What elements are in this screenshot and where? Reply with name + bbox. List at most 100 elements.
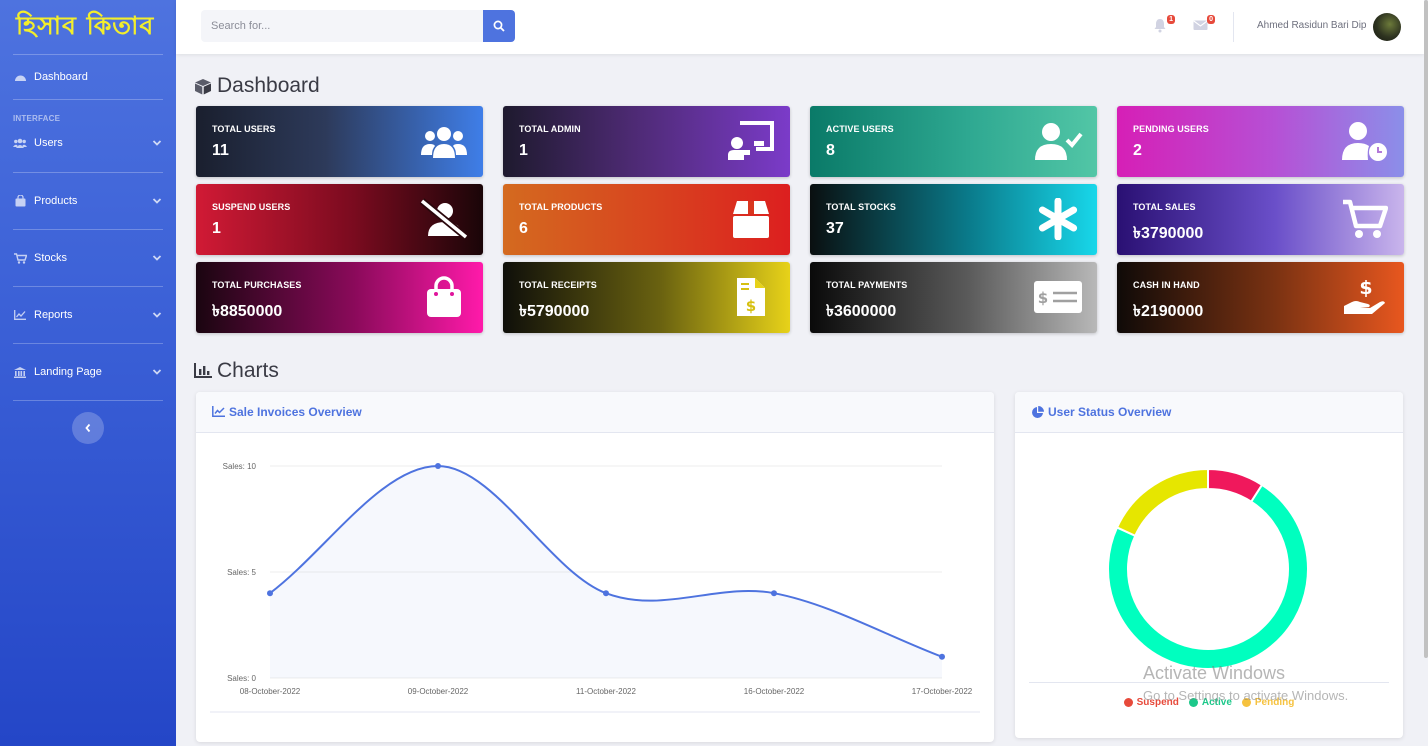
card-value: 11 [212,142,229,159]
legend-item-pending[interactable]: Pending [1241,697,1295,708]
data-point [603,590,609,597]
sidebar-toggle-button[interactable] [72,412,104,444]
alerts-button[interactable]: 1 [1153,15,1175,34]
svg-text:$: $ [1359,277,1372,299]
chart-bar-icon [194,363,212,379]
card-label: CASH IN HAND [1133,280,1200,290]
money-check-icon: $ [1033,276,1083,318]
card-value: ৳2190000 [1133,303,1204,320]
sidebar-divider [13,99,163,100]
scrollbar-track[interactable] [1424,0,1428,746]
data-point [435,463,441,469]
panel-header: User Status Overview [1015,392,1403,433]
x-tick-label: 16-October-2022 [744,687,805,696]
card-label: TOTAL SALES [1133,202,1196,212]
charts-heading-text: Charts [217,359,279,382]
card-label: TOTAL USERS [212,124,276,134]
legend-item-suspend[interactable]: Suspend [1123,697,1179,708]
sidebar-item-label: Landing Page [34,366,102,378]
card-total-admin[interactable]: TOTAL ADMIN 1 [503,106,790,177]
donut-slice-pending [1115,467,1209,538]
sales-line-chart: Sales: 0 Sales: 5 Sales: 10 08-October-2022… [210,462,980,713]
chevron-down-icon [152,369,162,375]
card-total-purchases[interactable]: TOTAL PURCHASES ৳8850000 [196,262,483,333]
legend-dot [1241,698,1251,707]
legend-item-active[interactable]: Active [1188,697,1232,708]
sidebar-item-landing-page[interactable]: Landing Page [0,344,176,400]
chevron-down-icon [152,140,162,146]
search-input[interactable] [201,10,483,42]
search-button[interactable] [483,10,515,42]
donut-slice-active [1107,483,1309,670]
card-label: TOTAL STOCKS [826,202,897,212]
messages-button[interactable]: 0 [1193,15,1215,34]
sidebar-divider [13,400,163,401]
card-active-users[interactable]: ACTIVE USERS 8 [810,106,1097,177]
envelope-icon [1193,20,1208,30]
cart-icon [13,252,27,264]
tachometer-icon [13,71,27,83]
panel-header: Sale Invoices Overview [196,392,994,433]
topbar: 1 0 Ahmed Rasidun Bari Dip [176,0,1424,54]
chart-line-icon [212,406,225,418]
svg-text:$: $ [1038,289,1048,307]
sidebar-divider [13,229,163,230]
chevron-down-icon [152,198,162,204]
sidebar-heading: INTERFACE [13,114,61,123]
card-label: SUSPEND USERS [212,202,291,212]
user-name[interactable]: Ahmed Rasidun Bari Dip [1257,20,1367,31]
users-icon [419,120,469,162]
scrollbar-thumb[interactable] [1424,0,1428,658]
windows-activation-watermark-title: Activate Windows [1143,663,1286,683]
card-value: 1 [212,220,221,237]
search-icon [493,20,505,32]
user-check-icon [1033,120,1083,162]
sidebar-item-label: Dashboard [34,71,88,83]
card-label: ACTIVE USERS [826,124,894,134]
card-total-products[interactable]: TOTAL PRODUCTS 6 [503,184,790,255]
sidebar-divider [13,54,163,55]
legend-label: Pending [1254,697,1295,708]
legend-dot [1123,698,1133,707]
card-value: 8 [826,142,835,159]
y-tick-label: Sales: 5 [227,568,256,577]
card-value: 37 [826,220,844,237]
card-total-sales[interactable]: TOTAL SALES ৳3790000 [1117,184,1404,255]
page-title-text: Dashboard [217,74,320,97]
card-total-users[interactable]: TOTAL USERS 11 [196,106,483,177]
sidebar-item-reports[interactable]: Reports [0,287,176,343]
windows-activation-watermark-text: Go to Settings to activate Windows. [1143,688,1349,703]
sidebar-item-products[interactable]: Products [0,173,176,229]
card-value: ৳3790000 [1133,225,1204,242]
chevron-down-icon [152,255,162,261]
x-tick-label: 11-October-2022 [576,687,636,696]
hand-holding-usd-icon: $ [1340,276,1390,318]
sidebar-item-users[interactable]: Users [0,125,176,161]
card-total-stocks[interactable]: TOTAL STOCKS 37 [810,184,1097,255]
sales-line [269,464,943,658]
sidebar-item-stocks[interactable]: Stocks [0,230,176,286]
card-suspend-users[interactable]: SUSPEND USERS 1 [196,184,483,255]
brand-logo[interactable]: হিসাব কিতাব [0,0,176,54]
card-total-payments[interactable]: TOTAL PAYMENTS ৳3600000 $ [810,262,1097,333]
shopping-bag-icon [419,276,469,318]
sidebar-item-dashboard[interactable]: Dashboard [0,55,176,99]
legend-dot [1188,698,1198,707]
card-value: ৳5790000 [519,303,590,320]
card-pending-users[interactable]: PENDING USERS 2 [1117,106,1404,177]
avatar[interactable] [1373,13,1401,41]
page-title: Dashboard [194,74,320,98]
card-value: ৳8850000 [212,303,283,320]
panel-title: Sale Invoices Overview [229,405,362,419]
chart-pie-icon [1031,406,1044,418]
card-total-receipts[interactable]: TOTAL RECEIPTS ৳5790000 $ [503,262,790,333]
cube-icon [194,78,212,95]
messages-count-badge: 0 [1207,15,1215,24]
user-clock-icon [1340,120,1390,162]
chart-line-icon [13,309,27,321]
chart-legend: Suspend Active Pending [1015,697,1403,708]
card-label: TOTAL PAYMENTS [826,280,908,290]
card-cash-in-hand[interactable]: CASH IN HAND ৳2190000 $ [1117,262,1404,333]
card-value: 6 [519,220,528,237]
